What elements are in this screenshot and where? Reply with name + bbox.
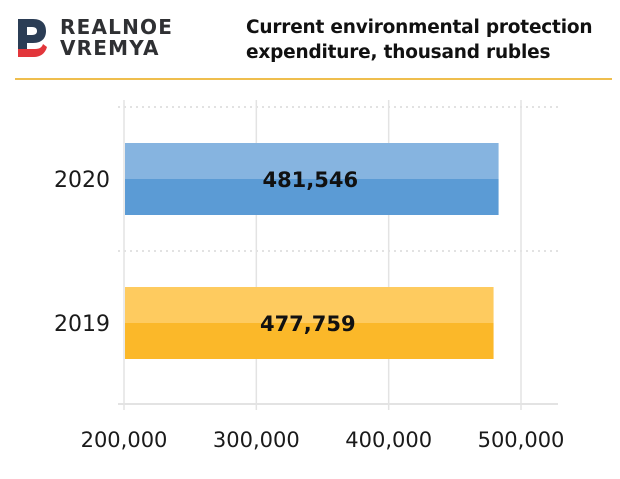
- bar-2020: [125, 143, 499, 215]
- label-layer: 200,000 300,000 400,000 500,000 481,546 2020 4…: [54, 168, 564, 452]
- data-label: 481,546: [262, 168, 358, 192]
- x-tick-label: 500,000: [478, 428, 565, 452]
- realnoe-vremya-logo-icon: [18, 19, 47, 57]
- brand-logo: REALNOE VREMYA: [16, 17, 226, 61]
- category-label: 2020: [54, 168, 110, 193]
- brand-name-line2: VREMYA: [60, 36, 160, 60]
- bar-2020-lower: [125, 179, 499, 215]
- chart-title: Current environmental protection expendi…: [246, 15, 616, 65]
- x-tick-label: 400,000: [345, 428, 432, 452]
- x-tick-label: 200,000: [81, 428, 168, 452]
- chart-title-line1: Current environmental protection: [246, 17, 593, 38]
- bar-2019-lower: [125, 323, 494, 359]
- bar-2020-upper: [125, 143, 499, 179]
- x-tick-label: 300,000: [213, 428, 300, 452]
- bar-2019: [125, 287, 494, 359]
- chart-title-line2: expenditure, thousand rubles: [246, 42, 551, 63]
- bar-2019-upper: [125, 287, 494, 323]
- data-label: 477,759: [260, 312, 356, 336]
- bar-layer: [125, 143, 499, 359]
- header-divider: [15, 78, 612, 80]
- category-label: 2019: [54, 312, 110, 337]
- brand-name: REALNOE VREMYA: [60, 17, 173, 59]
- brand-name-line1: REALNOE: [60, 15, 174, 39]
